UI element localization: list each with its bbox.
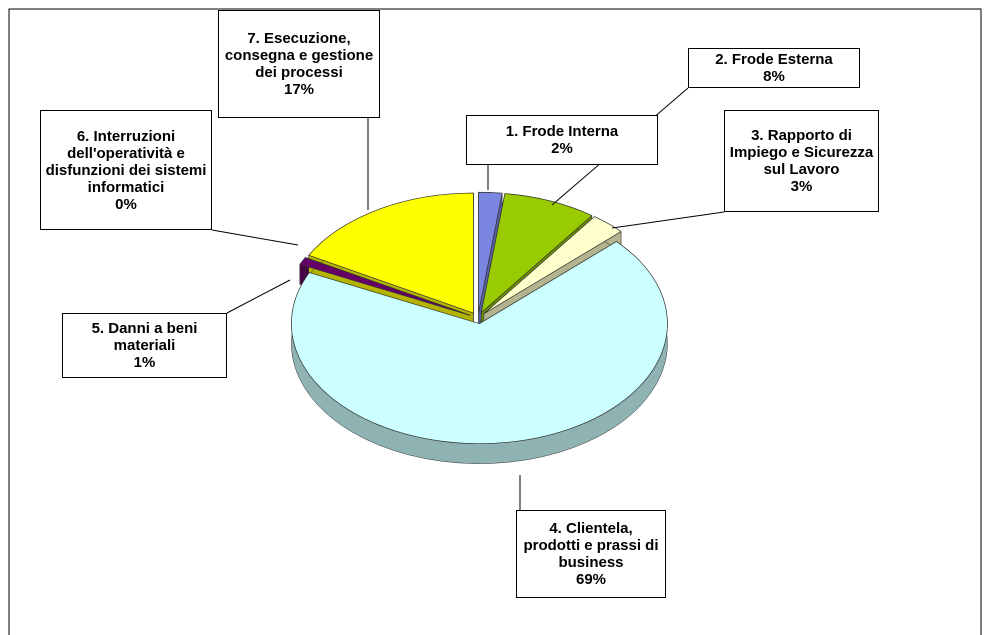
data-label: 5. Danni a beni materiali 1%	[62, 313, 227, 378]
label-name: 5. Danni a beni materiali	[91, 320, 198, 354]
slice-tops	[291, 191, 668, 444]
slice	[483, 216, 622, 314]
slice	[299, 257, 471, 316]
label-value: 2%	[551, 140, 573, 157]
label-name: 7. Esecuzione, consegna e gestione dei p…	[224, 30, 374, 81]
data-label: 6. Interruzioni dell'operatività e disfu…	[40, 110, 212, 230]
slice	[480, 193, 593, 314]
label-value: 1%	[133, 354, 156, 371]
slice	[291, 241, 668, 444]
data-label: 4. Clientela, prodotti e prassi di busin…	[516, 510, 666, 598]
label-value: 0%	[115, 195, 137, 213]
data-label: 1. Frode Interna 2%	[466, 115, 658, 165]
data-label: 2. Frode Esterna 8%	[688, 48, 860, 88]
data-label: 3. Rapporto di Impiego e Sicurezza sul L…	[724, 110, 879, 212]
plot-frame	[8, 8, 982, 635]
leader-line	[226, 279, 291, 314]
label-name: 2. Frode Esterna	[715, 51, 833, 68]
label-name: 3. Rapporto di Impiego e Sicurezza sul L…	[729, 127, 874, 178]
label-name: 4. Clientela, prodotti e prassi di busin…	[523, 520, 659, 571]
leader-line	[611, 211, 725, 229]
label-value: 3%	[790, 178, 813, 195]
slice	[478, 191, 503, 313]
label-name: 1. Frode Interna	[505, 123, 619, 140]
label-value: 8%	[763, 68, 785, 85]
data-label: 7. Esecuzione, consegna e gestione dei p…	[218, 10, 380, 118]
label-value: 69%	[575, 571, 607, 588]
slice	[305, 257, 471, 316]
label-value: 17%	[283, 81, 315, 98]
slice	[308, 192, 474, 314]
label-name: 6. Interruzioni dell'operatività e disfu…	[45, 127, 207, 196]
leader-line	[211, 229, 299, 246]
